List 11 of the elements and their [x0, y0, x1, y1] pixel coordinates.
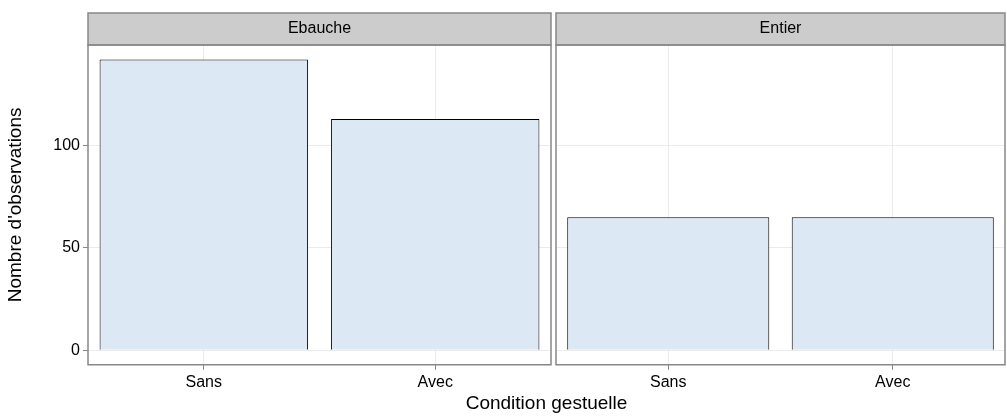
x-tick-label: Avec	[875, 372, 911, 390]
chart-title: Ebauche	[287, 19, 352, 37]
x-tick-label: Sans	[185, 372, 222, 390]
y-tick-label: 0	[71, 340, 81, 358]
x-axis-title: Condition gestuelle	[464, 392, 629, 414]
x-tick-label: Sans	[650, 372, 687, 390]
y-tick-label: 100	[53, 135, 81, 153]
x-tick-label: Avec	[417, 372, 453, 390]
y-axis-title: Nombre d'observations	[3, 107, 25, 303]
chart-title: Entier	[759, 19, 803, 37]
y-tick-label: 50	[62, 238, 81, 256]
